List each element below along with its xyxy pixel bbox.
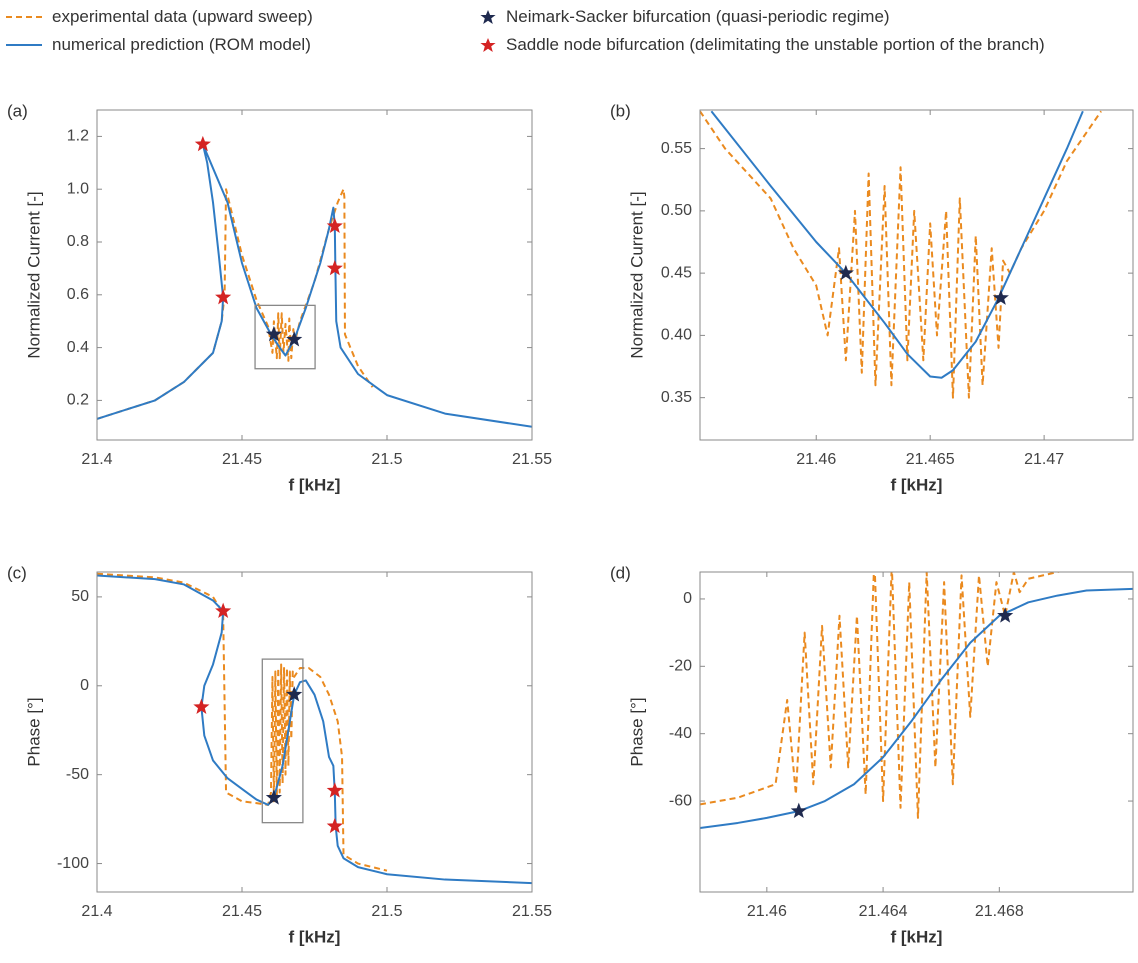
y-tick-label: 0.50 bbox=[661, 202, 692, 219]
x-tick-label: 21.4 bbox=[81, 903, 112, 920]
legend-swatch bbox=[6, 16, 42, 18]
x-tick-label: 21.45 bbox=[222, 451, 262, 468]
panel-label: (a) bbox=[7, 101, 28, 120]
x-axis-label: f [kHz] bbox=[289, 475, 341, 494]
data-line bbox=[97, 572, 388, 872]
legend-swatch bbox=[480, 10, 496, 24]
legend-swatch bbox=[480, 38, 496, 52]
y-tick-label: 1.2 bbox=[67, 128, 89, 145]
bifurcation-star bbox=[326, 217, 343, 234]
y-tick-label: 0 bbox=[80, 677, 89, 694]
x-tick-label: 21.468 bbox=[975, 903, 1024, 920]
bifurcation-star bbox=[215, 602, 232, 618]
bifurcation-star bbox=[286, 686, 303, 702]
legend-entry: numerical prediction (ROM model) bbox=[4, 34, 311, 56]
x-tick-label: 21.46 bbox=[796, 451, 836, 468]
zoom-box bbox=[254, 304, 316, 370]
plot-area bbox=[700, 110, 1133, 440]
legend-swatch bbox=[6, 44, 42, 46]
bifurcation-star bbox=[286, 331, 303, 347]
y-tick-label: -60 bbox=[669, 792, 692, 809]
panel-label: (c) bbox=[7, 563, 27, 582]
bifurcation-star bbox=[265, 325, 282, 342]
x-tick-label: 21.4 bbox=[81, 451, 112, 468]
axes-frame bbox=[699, 109, 1134, 441]
y-tick-label: 0.6 bbox=[67, 286, 89, 303]
legend-entry: Neimark-Sacker bifurcation (quasi-period… bbox=[478, 6, 890, 28]
legend-star bbox=[480, 38, 496, 52]
bifurcation-star bbox=[997, 607, 1014, 623]
x-tick-label: 21.464 bbox=[859, 903, 908, 920]
bifurcation-star bbox=[265, 789, 282, 805]
y-tick-label: -50 bbox=[66, 766, 89, 783]
legend-entry: Saddle node bifurcation (delimitating th… bbox=[478, 34, 1118, 56]
data-line bbox=[97, 143, 532, 428]
y-tick-label: 0.2 bbox=[67, 392, 89, 409]
x-tick-label: 21.5 bbox=[371, 451, 402, 468]
y-tick-label: 0.4 bbox=[67, 339, 89, 356]
y-tick-label: -100 bbox=[57, 855, 89, 872]
panel-label: (b) bbox=[610, 101, 631, 120]
y-tick-label: -40 bbox=[669, 725, 692, 742]
legend-label: Neimark-Sacker bifurcation (quasi-period… bbox=[506, 7, 890, 26]
x-tick-label: 21.465 bbox=[906, 451, 955, 468]
plot bbox=[97, 572, 532, 885]
y-tick-label: 1.0 bbox=[67, 180, 89, 197]
plot-area bbox=[97, 572, 532, 892]
plot bbox=[700, 110, 1102, 399]
y-tick-label: 0.45 bbox=[661, 264, 692, 281]
data-line bbox=[700, 110, 1102, 399]
axes-frame bbox=[699, 571, 1134, 893]
x-tick-label: 21.46 bbox=[747, 903, 787, 920]
axes-frame bbox=[96, 571, 533, 893]
legend-entry: experimental data (upward sweep) bbox=[4, 6, 313, 28]
legend-label: Saddle node bifurcation (delimitating th… bbox=[506, 35, 1045, 54]
bifurcation-star bbox=[326, 259, 343, 276]
y-tick-label: 0 bbox=[683, 590, 692, 607]
data-line bbox=[97, 188, 374, 420]
data-line bbox=[710, 110, 1084, 379]
panel-label: (d) bbox=[610, 563, 631, 582]
y-tick-label: 0.35 bbox=[661, 389, 692, 406]
plot-area bbox=[700, 572, 1133, 892]
x-tick-label: 21.45 bbox=[222, 903, 262, 920]
x-tick-label: 21.55 bbox=[512, 903, 552, 920]
y-tick-label: 0.55 bbox=[661, 140, 692, 157]
y-axis-label: Normalized Current [-] bbox=[24, 191, 43, 358]
plot bbox=[700, 572, 1133, 829]
legend-label: numerical prediction (ROM model) bbox=[52, 35, 311, 54]
y-tick-label: 0.8 bbox=[67, 233, 89, 250]
x-axis-label: f [kHz] bbox=[289, 927, 341, 946]
axes-frame bbox=[96, 109, 533, 441]
bifurcation-star bbox=[326, 817, 343, 834]
data-line bbox=[97, 574, 532, 885]
y-axis-label: Phase [°] bbox=[627, 697, 646, 766]
x-tick-label: 21.5 bbox=[371, 903, 402, 920]
x-tick-label: 21.47 bbox=[1024, 451, 1064, 468]
x-axis-label: f [kHz] bbox=[891, 475, 943, 494]
legend-star bbox=[480, 10, 496, 24]
bifurcation-star bbox=[215, 288, 232, 305]
legend-label: experimental data (upward sweep) bbox=[52, 7, 313, 26]
y-tick-label: 0.40 bbox=[661, 327, 692, 344]
bifurcation-star bbox=[326, 782, 343, 798]
y-axis-label: Normalized Current [-] bbox=[627, 191, 646, 358]
y-tick-label: -20 bbox=[669, 658, 692, 675]
data-line bbox=[700, 587, 1133, 829]
bifurcation-star bbox=[194, 135, 211, 152]
y-axis-label: Phase [°] bbox=[24, 697, 43, 766]
y-tick-label: 50 bbox=[71, 588, 89, 605]
plot bbox=[97, 143, 532, 428]
data-line bbox=[700, 572, 1062, 819]
zoom-box bbox=[261, 658, 304, 824]
bifurcation-star bbox=[837, 264, 854, 281]
x-axis-label: f [kHz] bbox=[891, 927, 943, 946]
bifurcation-star bbox=[992, 289, 1009, 305]
x-tick-label: 21.55 bbox=[512, 451, 552, 468]
bifurcation-star bbox=[790, 802, 807, 819]
plot-area bbox=[97, 110, 532, 440]
bifurcation-star bbox=[193, 698, 210, 714]
